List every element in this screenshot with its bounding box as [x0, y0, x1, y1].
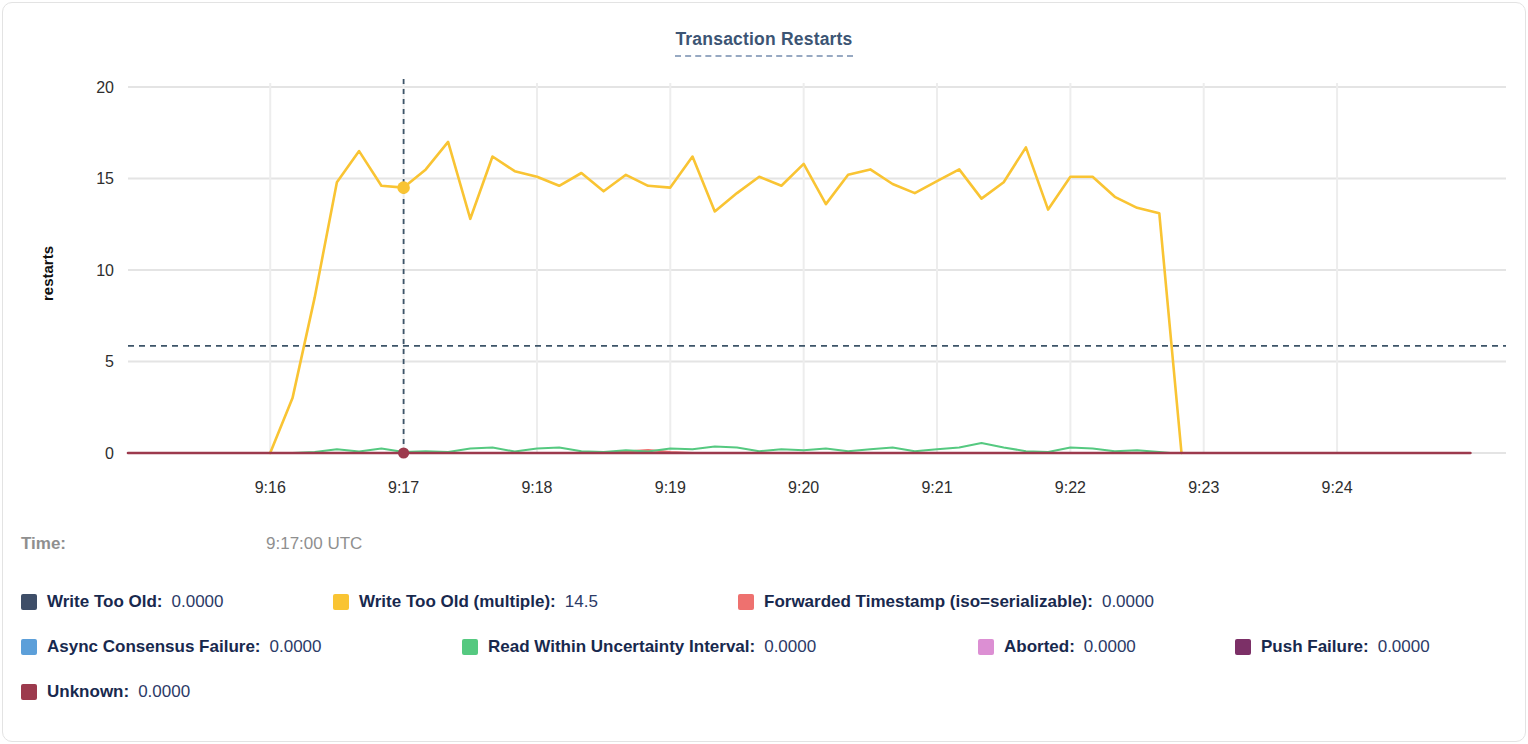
legend-label: Async Consensus Failure:	[47, 637, 261, 657]
legend-value: 0.0000	[1102, 592, 1154, 612]
legend-label: Write Too Old (multiple):	[359, 592, 556, 612]
legend-label: Aborted:	[1004, 637, 1075, 657]
x-tick-label: 9:23	[1188, 479, 1219, 496]
x-tick-label: 9:17	[388, 479, 419, 496]
legend-item-aborted: Aborted: 0.0000	[978, 637, 1136, 657]
legend-value: 0.0000	[270, 637, 322, 657]
x-tick-label: 9:16	[255, 479, 286, 496]
legend-item-read-within-uncertainty-interval: Read Within Uncertainty Interval: 0.0000	[462, 637, 816, 657]
legend-swatch-write-too-old-multiple	[333, 594, 349, 610]
chart-plot-area[interactable]: 0 5 10 15 20 9:16 9:17 9:18 9:19 9:20 9:21 9:22 9:23…	[3, 3, 1526, 515]
legend-value: 0.0000	[764, 637, 816, 657]
cursor-dot-unknown	[398, 447, 409, 458]
legend-item-write-too-old-multiple: Write Too Old (multiple): 14.5	[333, 592, 598, 612]
cursor-dot-write-too-old-multiple	[397, 181, 410, 194]
legend-swatch-write-too-old	[21, 594, 37, 610]
legend-value: 14.5	[565, 592, 598, 612]
y-axis-tick-labels: 0 5 10 15 20	[96, 79, 114, 462]
legend-item-write-too-old: Write Too Old: 0.0000	[21, 592, 224, 612]
x-tick-label: 9:21	[921, 479, 952, 496]
y-tick-label: 10	[96, 262, 114, 279]
legend-swatch-aborted	[978, 639, 994, 655]
legend-swatch-unknown	[21, 684, 37, 700]
y-tick-label: 5	[105, 353, 114, 370]
series-line-read-within-uncertainty-interval	[128, 443, 1170, 453]
legend-value: 0.0000	[1378, 637, 1430, 657]
legend-swatch-read-within-uncertainty-interval	[462, 639, 478, 655]
legend-swatch-forwarded-timestamp-iso-serializable	[738, 594, 754, 610]
tooltip-time-label: Time:	[21, 534, 66, 554]
gridlines	[128, 83, 1506, 453]
legend-value: 0.0000	[138, 682, 190, 702]
series-lines	[128, 142, 1470, 453]
tooltip-time-value: 9:17:00 UTC	[266, 534, 362, 554]
legend-row: Unknown: 0.0000	[3, 682, 1525, 708]
legend-row: Write Too Old: 0.0000 Write Too Old (multi…	[3, 592, 1525, 618]
legend-label: Push Failure:	[1261, 637, 1369, 657]
x-tick-label: 9:19	[655, 479, 686, 496]
x-tick-label: 9:20	[788, 479, 819, 496]
chart-card: Transaction Restarts restarts 051015209:…	[2, 2, 1526, 742]
legend-item-unknown: Unknown: 0.0000	[21, 682, 190, 702]
legend-label: Unknown:	[47, 682, 129, 702]
legend-value: 0.0000	[172, 592, 224, 612]
legend-value: 0.0000	[1084, 637, 1136, 657]
y-tick-label: 0	[105, 445, 114, 462]
legend-swatch-async-consensus-failure	[21, 639, 37, 655]
y-tick-label: 15	[96, 170, 114, 187]
legend-item-forwarded-timestamp-iso-serializable: Forwarded Timestamp (iso=serializable): 0…	[738, 592, 1154, 612]
legend-item-push-failure: Push Failure: 0.0000	[1235, 637, 1430, 657]
x-tick-label: 9:22	[1055, 479, 1086, 496]
legend-row: Async Consensus Failure:0.0000Read Withi…	[3, 637, 1525, 663]
legend-label: Write Too Old:	[47, 592, 163, 612]
y-tick-label: 20	[96, 79, 114, 96]
legend-swatch-push-failure	[1235, 639, 1251, 655]
x-axis-tick-labels: 9:16 9:17 9:18 9:19 9:20 9:21 9:22 9:23 9:24	[255, 479, 1353, 496]
x-tick-label: 9:24	[1322, 479, 1353, 496]
legend-label: Read Within Uncertainty Interval:	[488, 637, 755, 657]
tooltip-time-row: Time: 9:17:00 UTC	[3, 534, 1525, 560]
x-tick-label: 9:18	[521, 479, 552, 496]
legend-item-async-consensus-failure: Async Consensus Failure: 0.0000	[21, 637, 322, 657]
legend-label: Forwarded Timestamp (iso=serializable):	[764, 592, 1093, 612]
